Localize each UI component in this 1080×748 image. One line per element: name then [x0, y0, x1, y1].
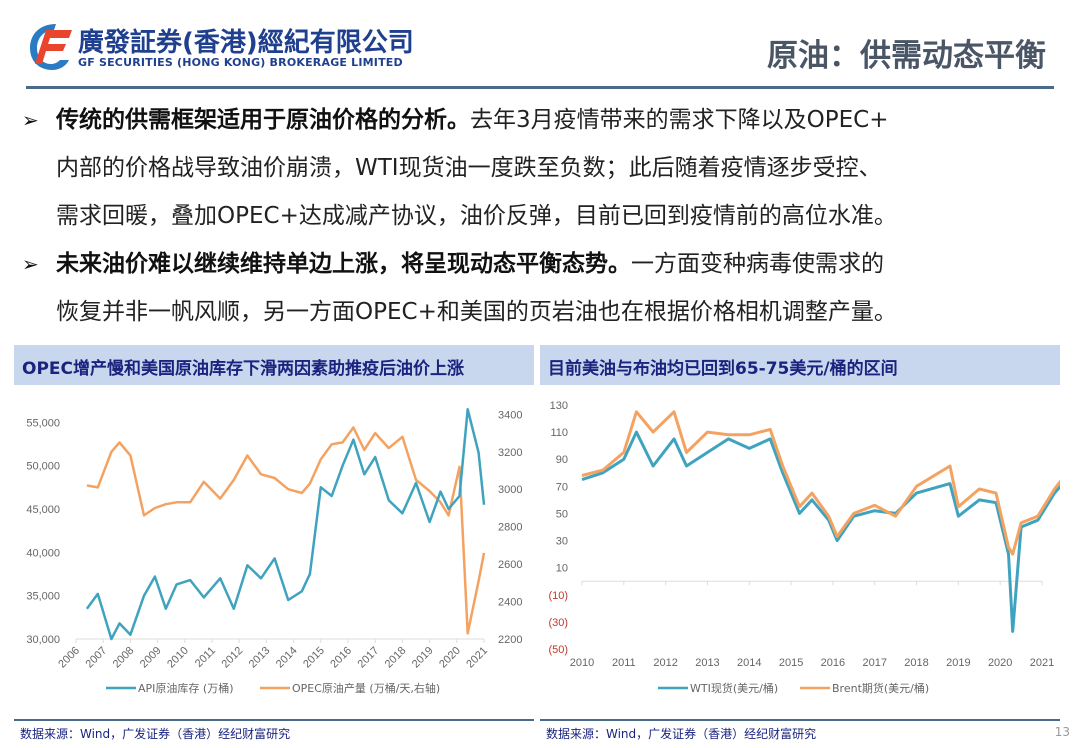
arrow-bullet-icon: ➢ — [22, 108, 39, 132]
x-tick-label: 2019 — [946, 657, 970, 669]
y-right-tick-label: 2600 — [498, 559, 522, 571]
x-tick-label: 2021 — [1030, 657, 1054, 669]
bullet-1-text: 去年3月疫情带来的需求下降以及OPEC+ — [470, 107, 889, 133]
series-brent-futures — [581, 410, 1060, 556]
x-tick-label: 2010 — [570, 657, 594, 669]
series-api-inventory — [85, 408, 486, 641]
chart-panel-wti-brent: 目前美油与布油均已回到65-75美元/桶的区间 130 110 90 70 50 30 10… — [540, 345, 1060, 745]
y-tick-label: 10 — [556, 563, 568, 575]
y-tick-label: 30 — [556, 536, 568, 548]
chart-title: 目前美油与布油均已回到65-75美元/桶的区间 — [548, 359, 898, 379]
company-logo: 廣發証券(香港)經紀有限公司 GF SECURITIES (HONG KONG)… — [26, 20, 414, 76]
chart-title: OPEC增产慢和美国原油库存下滑两因素助推疫后油价上涨 — [22, 359, 464, 379]
series-wti-spot — [581, 430, 1060, 633]
legend-label-wti: WTI现货(美元/桶) — [690, 681, 778, 695]
source-divider — [540, 719, 1060, 721]
y-tick-label: 70 — [556, 481, 568, 493]
bullet-list: ➢ 传统的供需框架适用于原油价格的分析。去年3月疫情带来的需求下降以及OPEC+ … — [22, 96, 1062, 336]
page-number: 13 — [1054, 725, 1070, 739]
bullet-2-line-2: 恢复并非一帆风顺，另一方面OPEC+和美国的页岩油也在根据价格相机调整产量。 — [56, 299, 897, 325]
y-tick-label: 110 — [550, 427, 568, 439]
x-tick-label: 2011 — [612, 657, 636, 669]
logo-english-name: GF SECURITIES (HONG KONG) BROKERAGE LIMI… — [78, 56, 403, 69]
bullet-1-line-1: ➢ 传统的供需框架适用于原油价格的分析。去年3月疫情带来的需求下降以及OPEC+ — [22, 96, 1062, 144]
x-tick-label: 2017 — [862, 657, 886, 669]
y-left-tick-label: 55,000 — [26, 417, 60, 429]
page-title: 原油：供需动态平衡 — [767, 38, 1046, 74]
logo-chinese-name: 廣發証券(香港)經紀有限公司 — [78, 28, 414, 58]
x-tick-label: 2008 — [111, 645, 137, 671]
x-tick-label: 2018 — [383, 645, 409, 671]
x-tick-label: 2020 — [437, 645, 463, 671]
bullet-1-line-3: 需求回暖，叠加OPEC+达成减产协议，油价反弹，目前已回到疫情前的高位水准。 — [56, 203, 897, 229]
chart-title-bar: OPEC增产慢和美国原油库存下滑两因素助推疫后油价上涨 — [14, 345, 534, 385]
y-right-tick-label: 2400 — [498, 597, 522, 609]
chart-title-bar: 目前美油与布油均已回到65-75美元/桶的区间 — [540, 345, 1060, 385]
x-tick-label: 2009 — [138, 645, 164, 671]
gf-logo-icon — [30, 24, 72, 70]
x-tick-label: 2021 — [464, 645, 490, 671]
x-tick-label: 2016 — [328, 645, 354, 671]
arrow-bullet-icon: ➢ — [22, 252, 39, 276]
x-tick-label: 2013 — [695, 657, 719, 669]
chart-panel-inventory-opec: OPEC增产慢和美国原油库存下滑两因素助推疫后油价上涨 30,000 35,000… — [14, 345, 534, 745]
x-tick-label: 2016 — [821, 657, 845, 669]
y-right-tick-label: 3200 — [498, 447, 522, 459]
source-divider — [14, 719, 534, 721]
y-tick-label: 130 — [550, 400, 568, 412]
y-left-tick-label: 30,000 — [26, 634, 60, 646]
x-tick-label: 2018 — [904, 657, 928, 669]
y-right-tick-label: 3000 — [498, 484, 522, 496]
y-tick-label: 50 — [556, 508, 568, 520]
x-tick-label: 2014 — [737, 657, 761, 669]
bullet-1-line-2: 内部的价格战导致油价崩溃，WTI现货油一度跌至负数；此后随着疫情逐步受控、 — [56, 155, 882, 181]
y-left-tick-label: 45,000 — [26, 504, 60, 516]
legend-label-opec: OPEC原油产量 (万桶/天,右轴) — [292, 681, 440, 695]
y-tick-label: 90 — [556, 454, 568, 466]
y-tick-label: (50) — [548, 644, 568, 656]
y-right-tick-label: 2800 — [498, 522, 522, 534]
header-divider — [26, 86, 1054, 89]
x-tick-label: 2011 — [193, 645, 218, 670]
y-right-tick-label: 2200 — [498, 634, 522, 646]
x-tick-label: 2015 — [301, 645, 327, 671]
x-tick-label: 2020 — [988, 657, 1012, 669]
x-tick-label: 2019 — [410, 645, 436, 671]
data-source-note: 数据来源：Wind，广发证券（香港）经纪财富研究 — [20, 727, 291, 741]
bullet-1-heading: 传统的供需框架适用于原油价格的分析。 — [56, 107, 470, 133]
y-left-tick-label: 40,000 — [26, 547, 60, 559]
y-tick-label: (10) — [548, 590, 568, 602]
x-tick-label: 2012 — [653, 657, 677, 669]
line-chart-inventory-opec: 30,000 35,000 40,000 45,000 50,000 55,000 2200… — [26, 408, 522, 695]
y-right-tick-label: 3400 — [498, 409, 522, 421]
bullet-2-heading: 未来油价难以继续维持单边上涨，将呈现动态平衡态势。 — [56, 251, 631, 277]
x-tick-label: 2010 — [165, 645, 191, 671]
legend-label-api: API原油库存 (万桶) — [138, 681, 233, 695]
x-tick-label: 2014 — [274, 645, 300, 671]
x-tick-label: 2007 — [84, 645, 110, 671]
bullet-2-text: 一方面变种病毒使需求的 — [631, 251, 884, 277]
legend-label-brent: Brent期货(美元/桶) — [832, 681, 929, 695]
data-source-note: 数据来源：Wind，广发证券（香港）经纪财富研究 — [546, 727, 817, 741]
x-tick-label: 2006 — [56, 645, 82, 671]
slide-header: 廣發証券(香港)經紀有限公司 GF SECURITIES (HONG KONG)… — [0, 0, 1080, 90]
x-tick-label: 2013 — [247, 645, 273, 671]
series-opec-production — [86, 426, 486, 635]
x-tick-label: 2012 — [220, 645, 246, 671]
y-left-tick-label: 50,000 — [26, 461, 60, 473]
bullet-2-line-1: ➢ 未来油价难以继续维持单边上涨，将呈现动态平衡态势。一方面变种病毒使需求的 — [22, 240, 1062, 288]
line-chart-wti-brent: 130 110 90 70 50 30 10 (10) (30) (50)2010 2011 2012… — [548, 400, 1060, 695]
x-tick-label: 2015 — [779, 657, 803, 669]
y-left-tick-label: 35,000 — [26, 591, 60, 603]
y-tick-label: (30) — [548, 617, 568, 629]
x-tick-label: 2017 — [356, 645, 382, 671]
